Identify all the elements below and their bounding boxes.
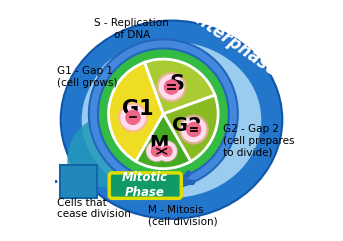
Circle shape bbox=[121, 105, 145, 129]
Circle shape bbox=[126, 110, 140, 124]
Text: S - Replication
of DNA: S - Replication of DNA bbox=[94, 18, 169, 40]
Text: Cells that
cease division: Cells that cease division bbox=[57, 198, 131, 220]
Circle shape bbox=[181, 117, 206, 142]
Wedge shape bbox=[145, 59, 215, 114]
Text: Interphase: Interphase bbox=[188, 7, 281, 80]
Circle shape bbox=[179, 115, 208, 144]
Ellipse shape bbox=[82, 42, 261, 198]
Text: Mitotic
Phase: Mitotic Phase bbox=[122, 172, 168, 200]
Circle shape bbox=[157, 73, 186, 101]
Circle shape bbox=[152, 146, 162, 156]
Circle shape bbox=[162, 146, 172, 156]
Circle shape bbox=[156, 141, 177, 161]
Text: S: S bbox=[170, 74, 185, 94]
FancyBboxPatch shape bbox=[109, 173, 181, 198]
Text: G1: G1 bbox=[122, 99, 153, 119]
Wedge shape bbox=[163, 95, 218, 161]
Ellipse shape bbox=[94, 52, 155, 104]
FancyBboxPatch shape bbox=[60, 165, 97, 198]
Circle shape bbox=[146, 141, 167, 161]
Text: M: M bbox=[149, 134, 168, 153]
Text: G1 - Gap 1
(cell grows): G1 - Gap 1 (cell grows) bbox=[57, 66, 118, 88]
Circle shape bbox=[159, 75, 184, 99]
Circle shape bbox=[95, 45, 232, 183]
Circle shape bbox=[119, 103, 147, 132]
Wedge shape bbox=[108, 62, 163, 161]
PathPatch shape bbox=[67, 113, 176, 187]
Wedge shape bbox=[136, 114, 191, 169]
Ellipse shape bbox=[61, 20, 282, 219]
Circle shape bbox=[187, 122, 201, 137]
Circle shape bbox=[157, 142, 176, 161]
Circle shape bbox=[147, 142, 166, 161]
Text: G2 - Gap 2
(cell prepares
to divide): G2 - Gap 2 (cell prepares to divide) bbox=[223, 124, 294, 158]
Text: G2: G2 bbox=[172, 116, 202, 135]
FancyArrowPatch shape bbox=[48, 178, 56, 185]
Text: M - Mitosis
(cell division): M - Mitosis (cell division) bbox=[148, 205, 218, 227]
Circle shape bbox=[164, 80, 179, 94]
